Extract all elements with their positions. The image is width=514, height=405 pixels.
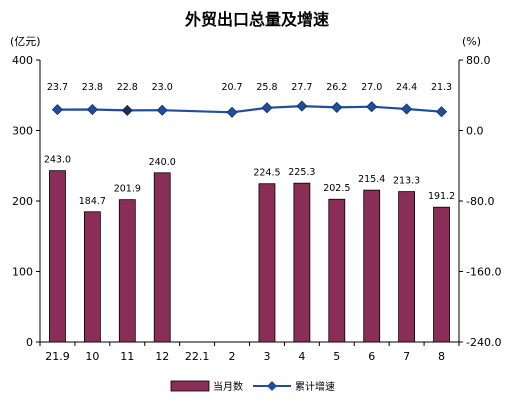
bar-value-label: 184.7 bbox=[79, 196, 106, 207]
right-tick-label: 0.0 bbox=[466, 125, 484, 138]
growth-point bbox=[331, 101, 343, 113]
growth-point bbox=[401, 103, 413, 115]
bar-value-label: 240.0 bbox=[149, 157, 176, 168]
bar-value-label: 191.2 bbox=[428, 191, 455, 202]
x-tick-label: 4 bbox=[298, 350, 305, 363]
growth-point bbox=[51, 104, 64, 116]
legend: 当月数 累计增速 bbox=[170, 380, 335, 393]
x-tick-label: 2 bbox=[229, 350, 236, 363]
right-tick-label: -80.0 bbox=[466, 195, 494, 208]
bar bbox=[83, 211, 101, 343]
growth-value-label: 27.0 bbox=[361, 82, 382, 93]
right-axis-unit: (%) bbox=[462, 35, 481, 48]
legend-line-label: 累计增速 bbox=[295, 380, 335, 393]
bar bbox=[49, 170, 66, 343]
x-tick-label: 7 bbox=[403, 350, 410, 363]
growth-value-label: 23.7 bbox=[47, 82, 68, 93]
x-tick-label: 22.1 bbox=[185, 350, 210, 363]
growth-value-label: 23.0 bbox=[152, 82, 173, 93]
bar-value-label: 215.4 bbox=[358, 174, 385, 185]
bar-value-label: 201.9 bbox=[114, 184, 141, 195]
x-tick-label: 3 bbox=[263, 350, 270, 363]
bar-value-label: 213.3 bbox=[393, 176, 420, 187]
right-tick-label: 80.0 bbox=[466, 54, 491, 67]
left-tick-label: 200 bbox=[12, 195, 33, 208]
growth-value-label: 20.7 bbox=[221, 82, 242, 93]
right-tick-label: -160.0 bbox=[466, 266, 501, 279]
x-tick-label: 12 bbox=[155, 350, 169, 363]
bar bbox=[118, 199, 136, 343]
legend-line-marker bbox=[267, 381, 277, 391]
growth-point bbox=[121, 104, 133, 116]
growth-value-label: 24.4 bbox=[396, 82, 417, 93]
growth-value-label: 27.7 bbox=[291, 82, 312, 93]
bar-value-label: 224.5 bbox=[253, 168, 280, 179]
left-tick-label: 300 bbox=[12, 125, 33, 138]
growth-point bbox=[156, 104, 168, 116]
left-tick-label: 400 bbox=[12, 54, 33, 67]
bar bbox=[293, 182, 311, 343]
bar bbox=[363, 189, 381, 343]
x-tick-label: 11 bbox=[120, 350, 134, 363]
growth-point bbox=[366, 101, 378, 113]
bar-value-label: 225.3 bbox=[288, 167, 315, 178]
x-tick-label: 10 bbox=[85, 350, 99, 363]
growth-value-label: 25.8 bbox=[256, 82, 277, 93]
bar bbox=[258, 183, 276, 343]
bar bbox=[153, 172, 171, 343]
plot-area: 0 100 200 300 400 -240.0 -160.0 -80.0 0.0 80.0 21.… bbox=[12, 54, 501, 363]
legend-bar-swatch bbox=[170, 380, 210, 392]
growth-line bbox=[57, 104, 442, 114]
bar bbox=[433, 206, 450, 343]
growth-value-label: 23.8 bbox=[82, 82, 103, 93]
growth-point bbox=[435, 106, 448, 118]
bar-value-label: 202.5 bbox=[323, 183, 350, 194]
growth-point bbox=[261, 102, 273, 114]
right-tick-label: -240.0 bbox=[466, 336, 501, 349]
growth-value-label: 26.2 bbox=[326, 82, 347, 93]
chart-title: 外贸出口总量及增速 bbox=[184, 10, 329, 29]
bar bbox=[328, 198, 346, 343]
growth-value-label: 22.8 bbox=[117, 82, 138, 93]
bar-value-label: 243.0 bbox=[44, 155, 71, 166]
growth-point bbox=[226, 106, 238, 118]
left-tick-label: 0 bbox=[26, 336, 33, 349]
growth-value-label: 21.3 bbox=[431, 82, 452, 93]
growth-point bbox=[296, 100, 308, 112]
x-tick-label: 5 bbox=[333, 350, 340, 363]
x-tick-label: 8 bbox=[438, 350, 445, 363]
growth-point bbox=[86, 103, 98, 116]
left-axis-unit: (亿元) bbox=[10, 35, 41, 48]
x-tick-label: 21.9 bbox=[45, 350, 70, 363]
x-tick-label: 6 bbox=[368, 350, 375, 363]
legend-bar-label: 当月数 bbox=[213, 380, 243, 393]
bar bbox=[398, 191, 416, 343]
left-tick-label: 100 bbox=[12, 266, 33, 279]
